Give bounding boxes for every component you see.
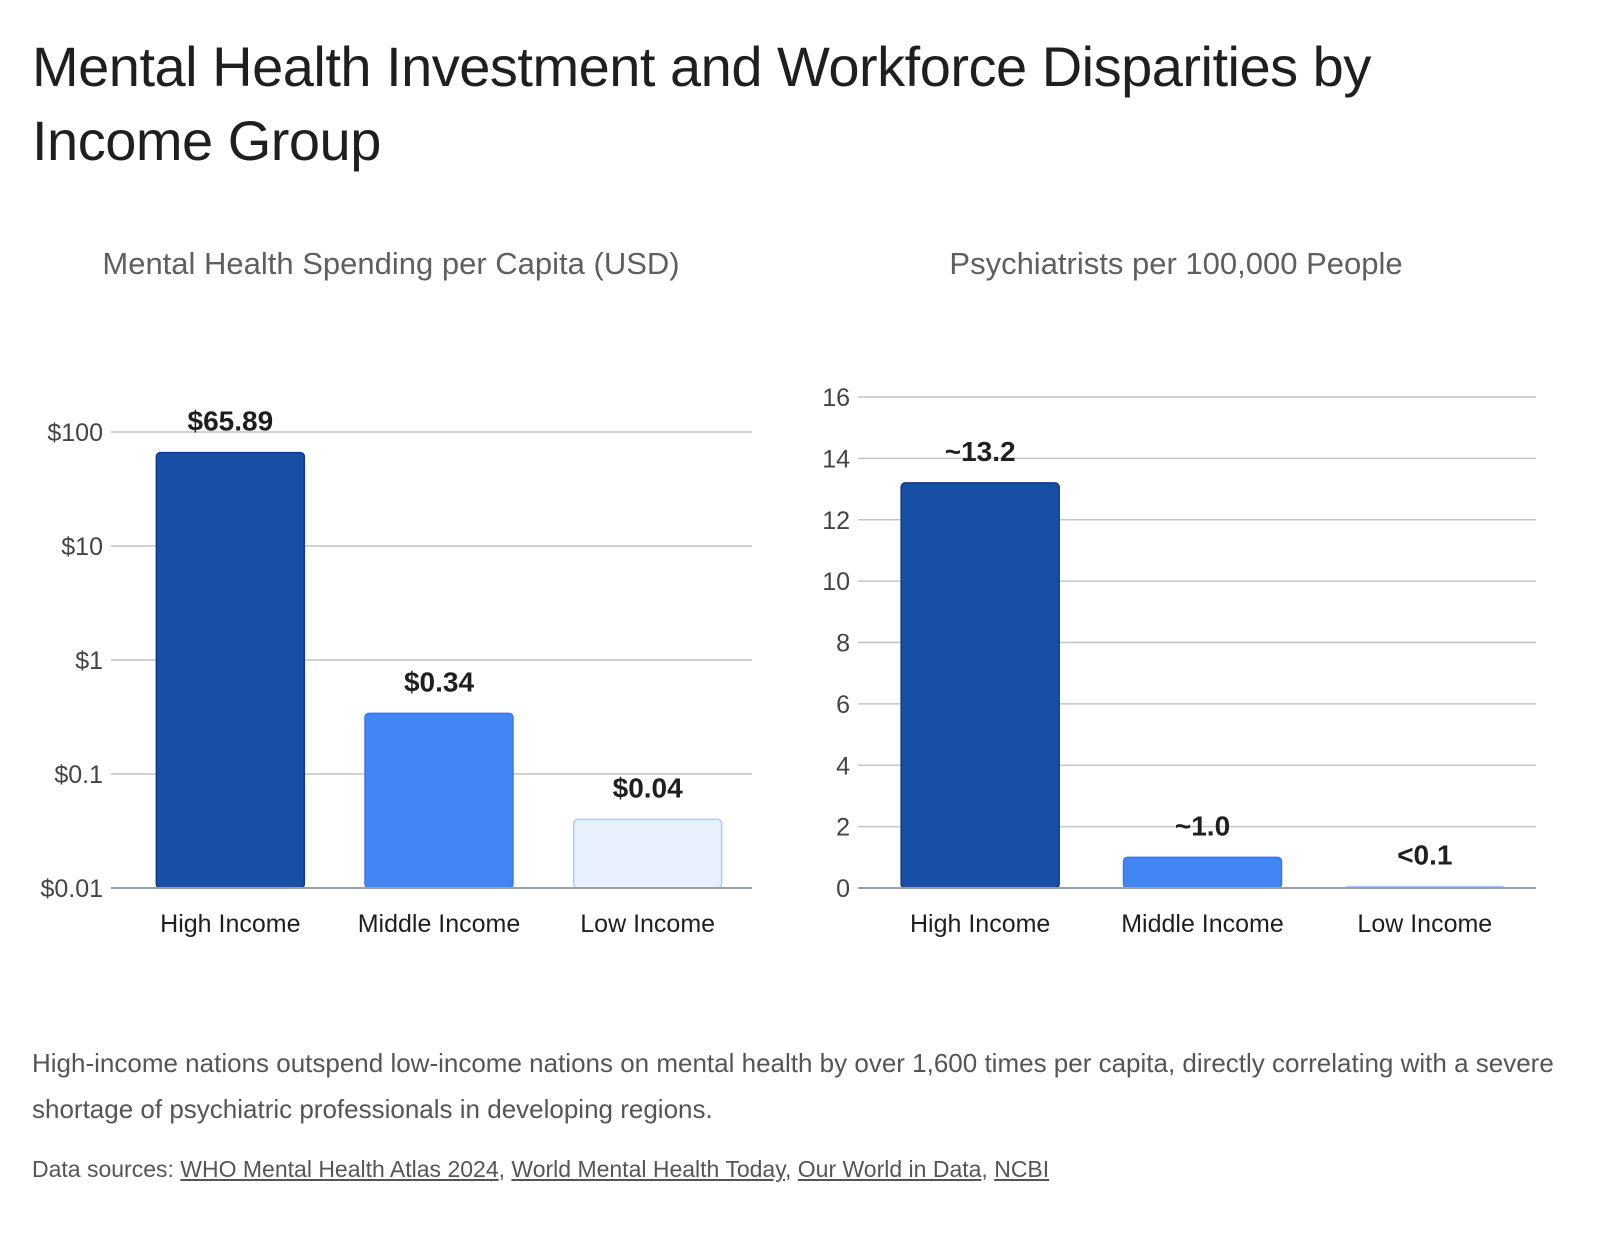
bar — [572, 818, 723, 889]
bar — [155, 451, 306, 889]
source-link[interactable]: World Mental Health Today — [511, 1156, 785, 1182]
y-tick-label: 8 — [836, 630, 850, 658]
source-link[interactable]: Our World in Data — [797, 1156, 982, 1182]
category-label: High Income — [910, 910, 1050, 938]
sources-links: WHO Mental Health Atlas 2024, World Ment… — [180, 1156, 1049, 1182]
sources-separator: , — [498, 1156, 512, 1182]
chart-title: Mental Health Spending per Capita (USD) — [102, 246, 679, 281]
y-tick-label: 0 — [836, 875, 850, 903]
data-label: <0.1 — [1397, 839, 1452, 870]
data-label: ~13.2 — [945, 436, 1016, 467]
sources-separator: , — [981, 1156, 995, 1182]
psychiatrists-chart-svg: Psychiatrists per 100,000 People 0 2 4 6 8 10 1… — [822, 246, 1536, 938]
data-label: $0.04 — [613, 772, 683, 803]
category-label: Low Income — [580, 910, 715, 938]
category-label: Middle Income — [1121, 910, 1284, 938]
y-tick-label: 12 — [822, 507, 850, 535]
data-label: $65.89 — [188, 406, 274, 437]
sources-separator: , — [785, 1156, 798, 1182]
category-label: High Income — [160, 910, 300, 938]
source-link[interactable]: WHO Mental Health Atlas 2024 — [180, 1156, 499, 1182]
y-tick-label: $0.1 — [54, 761, 103, 789]
bar — [364, 712, 514, 889]
y-tick-label: 4 — [836, 752, 850, 780]
data-label: ~1.0 — [1175, 810, 1230, 841]
y-tick-label: $1 — [75, 647, 103, 675]
sources-prefix: Data sources: — [32, 1156, 181, 1182]
bar — [900, 482, 1060, 889]
y-tick-label: 6 — [836, 691, 850, 719]
spending-chart-svg: Mental Health Spending per Capita (USD) $… — [40, 246, 752, 938]
y-tick-label: 2 — [836, 814, 850, 842]
psychiatrists-chart: Psychiatrists per 100,000 People 0 2 4 6 8 10 1… — [790, 230, 1590, 990]
source-link[interactable]: NCBI — [994, 1156, 1050, 1182]
y-tick-label: 10 — [822, 568, 850, 596]
chart-title: Psychiatrists per 100,000 People — [949, 246, 1402, 281]
y-tick-label: 14 — [822, 445, 850, 473]
spending-chart: Mental Health Spending per Capita (USD) $… — [0, 230, 790, 990]
data-label: $0.34 — [404, 666, 474, 697]
data-sources: Data sources: WHO Mental Health Atlas 20… — [32, 1152, 1562, 1186]
y-tick-label: $100 — [47, 419, 103, 447]
y-tick-label: $0.01 — [40, 875, 103, 903]
y-tick-label: 16 — [822, 384, 850, 412]
page-title: Mental Health Investment and Workforce D… — [32, 35, 1371, 172]
y-tick-label: $10 — [61, 533, 103, 561]
category-label: Middle Income — [358, 910, 521, 938]
category-label: Low Income — [1357, 910, 1492, 938]
bar — [1122, 856, 1283, 889]
chart-caption: High-income nations outspend low-income … — [32, 1048, 1554, 1124]
